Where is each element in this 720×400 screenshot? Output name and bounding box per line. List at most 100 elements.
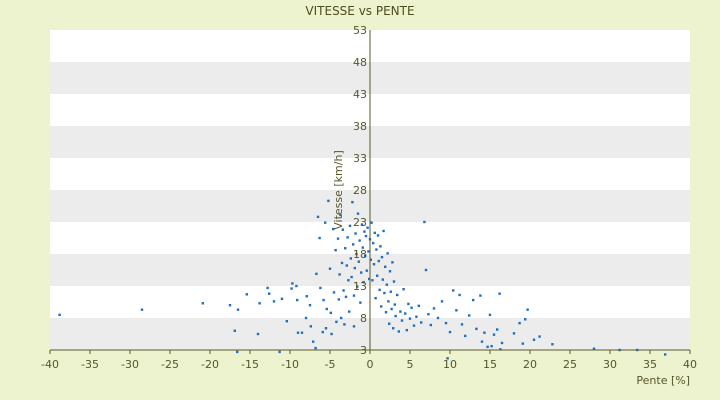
- data-point: [338, 273, 341, 276]
- x-tick-label: -30: [121, 358, 139, 371]
- data-point: [371, 279, 374, 282]
- data-point: [512, 332, 516, 335]
- data-point: [365, 269, 368, 272]
- data-point: [367, 250, 370, 253]
- data-point: [236, 350, 239, 354]
- y-tick-label: 43: [353, 88, 367, 101]
- x-tick-labels: -40 -35 -30 -25 -20 -15 -10 -5 0 5 10 15 20 25 30 35 40: [41, 350, 697, 371]
- x-tick-label: -40: [41, 358, 59, 371]
- data-point: [343, 323, 346, 326]
- data-point: [327, 199, 330, 203]
- data-point: [345, 264, 348, 267]
- data-point: [468, 314, 471, 317]
- data-point: [379, 245, 382, 248]
- data-point: [388, 322, 391, 325]
- data-point: [352, 325, 356, 328]
- data-point: [538, 335, 541, 338]
- data-point: [592, 347, 596, 350]
- data-point: [483, 331, 486, 334]
- data-point: [347, 279, 350, 282]
- data-point: [376, 274, 379, 277]
- data-point: [332, 291, 336, 294]
- y-tick-label: 23: [353, 216, 367, 229]
- data-point: [340, 316, 343, 320]
- data-point: [340, 261, 344, 265]
- data-point: [363, 230, 366, 233]
- data-point: [344, 247, 347, 250]
- data-point: [427, 312, 430, 316]
- data-point: [385, 283, 388, 286]
- data-point: [500, 341, 504, 345]
- data-point: [404, 312, 407, 315]
- data-point: [315, 272, 318, 276]
- data-point: [278, 350, 281, 354]
- data-point: [372, 263, 376, 266]
- data-point: [384, 311, 388, 314]
- data-point: [415, 315, 418, 318]
- y-tick-label: 53: [353, 24, 367, 37]
- data-point: [364, 234, 368, 238]
- data-point: [348, 310, 351, 313]
- data-point: [386, 252, 389, 255]
- data-point: [380, 256, 384, 259]
- data-point: [382, 229, 385, 233]
- data-point: [354, 232, 357, 235]
- data-point: [332, 227, 335, 231]
- data-point: [444, 321, 448, 325]
- data-point: [352, 243, 355, 246]
- x-tick-label: 5: [407, 358, 414, 371]
- data-point: [268, 292, 271, 295]
- data-point: [400, 319, 404, 322]
- y-tick-label: 28: [353, 184, 367, 197]
- data-point: [290, 287, 293, 290]
- x-tick-label: 40: [683, 358, 697, 371]
- data-point: [498, 292, 501, 295]
- data-point: [472, 298, 475, 302]
- y-tick-label: 48: [353, 56, 367, 69]
- y-tick-label: 8: [360, 312, 367, 325]
- data-point: [305, 295, 308, 298]
- x-tick-label: 15: [483, 358, 497, 371]
- data-point: [356, 212, 360, 215]
- data-point: [394, 314, 397, 318]
- data-point: [351, 200, 354, 204]
- data-point: [308, 304, 312, 307]
- data-point: [358, 239, 361, 242]
- data-point: [361, 246, 364, 249]
- x-tick-label: -25: [161, 358, 179, 371]
- data-point: [201, 302, 204, 305]
- data-point: [228, 304, 232, 307]
- data-point: [344, 295, 348, 299]
- x-axis-label: Pente [%]: [636, 374, 690, 387]
- data-point: [496, 328, 499, 331]
- y-tick-label: 3: [360, 344, 367, 357]
- data-point: [392, 327, 395, 330]
- data-point: [429, 323, 432, 327]
- data-point: [378, 288, 381, 292]
- data-point: [348, 224, 352, 228]
- data-point: [480, 340, 484, 343]
- data-point: [410, 306, 413, 309]
- data-point: [258, 302, 261, 305]
- data-point: [339, 213, 342, 217]
- y-tick-label: 18: [353, 248, 367, 261]
- data-point: [285, 320, 288, 323]
- data-point: [405, 328, 408, 332]
- x-tick-label: 10: [443, 358, 457, 371]
- data-point: [309, 325, 312, 328]
- x-tick-label: 25: [563, 358, 577, 371]
- data-point: [360, 223, 364, 226]
- data-point: [372, 241, 375, 245]
- data-point: [322, 298, 325, 302]
- data-point: [272, 300, 276, 303]
- data-point: [324, 327, 328, 330]
- data-point: [58, 313, 61, 316]
- data-point: [335, 320, 338, 324]
- data-point: [140, 308, 144, 311]
- data-point: [397, 330, 400, 333]
- data-point: [499, 348, 502, 351]
- y-tick-label: 38: [353, 120, 367, 133]
- x-tick-label: -35: [81, 358, 99, 371]
- data-point: [380, 305, 383, 308]
